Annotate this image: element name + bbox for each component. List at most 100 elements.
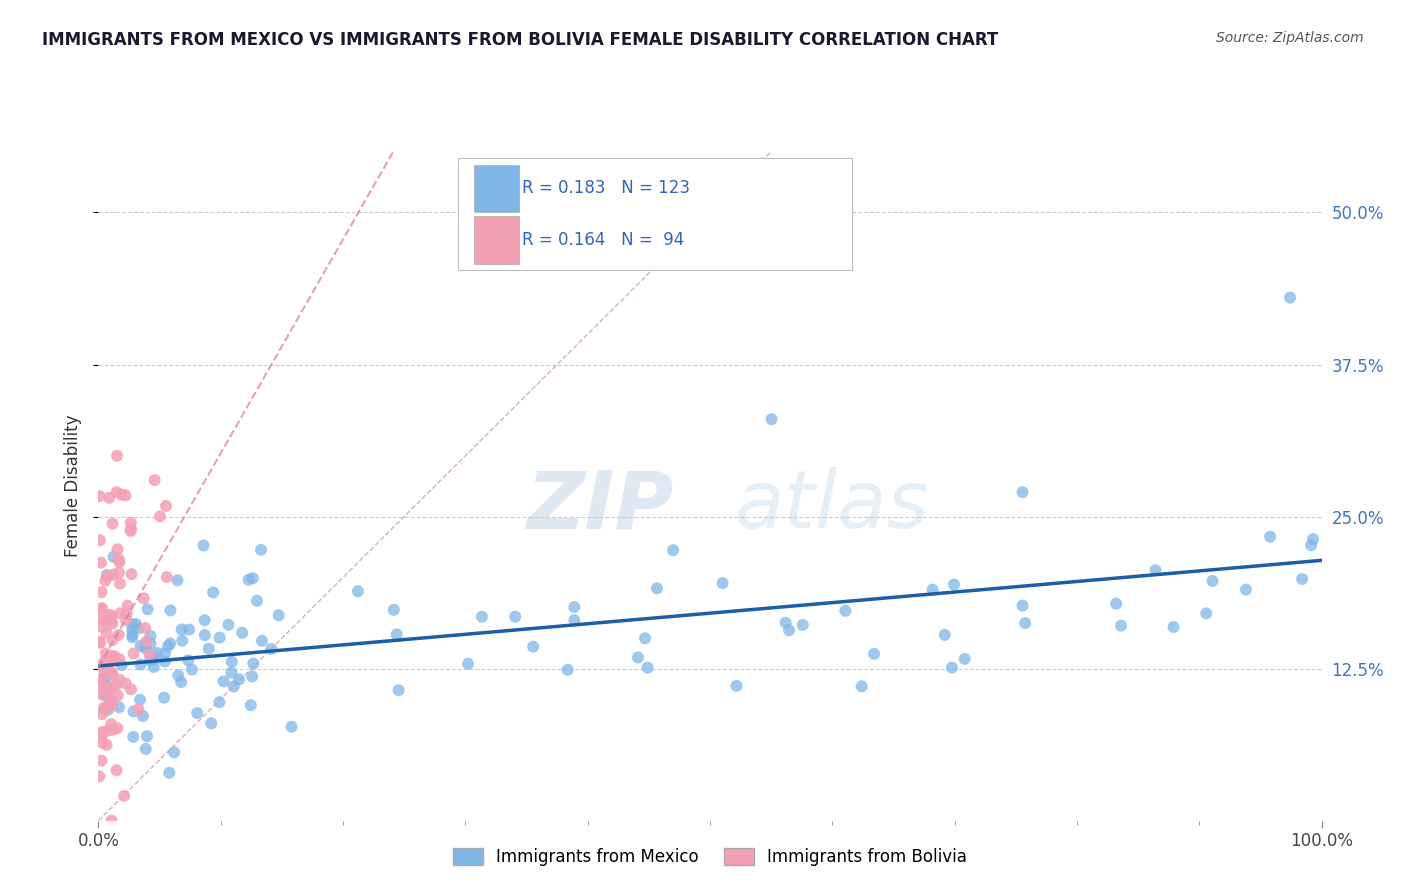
Point <box>163 745 186 759</box>
Point <box>941 660 963 674</box>
Point <box>135 634 157 648</box>
Point <box>387 683 409 698</box>
Point <box>90 606 112 620</box>
Point <box>96 569 118 583</box>
Point <box>562 600 585 615</box>
Point <box>100 614 122 628</box>
Point <box>101 633 124 648</box>
Point <box>127 622 149 636</box>
Point <box>121 630 143 644</box>
Point <box>208 695 231 709</box>
Point <box>142 660 165 674</box>
Point <box>934 628 956 642</box>
Point <box>557 663 579 677</box>
Point <box>97 723 120 738</box>
Point <box>627 650 650 665</box>
Point <box>217 617 239 632</box>
Point <box>129 639 152 653</box>
Point <box>103 567 125 582</box>
Point <box>89 636 111 650</box>
Point <box>114 676 136 690</box>
Point <box>142 652 165 666</box>
Point <box>91 736 114 750</box>
Point <box>200 716 222 731</box>
Point <box>246 594 269 608</box>
Point <box>115 613 138 627</box>
Point <box>122 730 145 744</box>
Point <box>108 555 131 569</box>
Point <box>100 692 122 706</box>
Point <box>93 676 115 690</box>
Point <box>108 673 131 687</box>
Point <box>260 642 283 657</box>
Point <box>91 725 114 739</box>
Point <box>89 769 111 783</box>
Point <box>89 673 111 687</box>
Point <box>93 613 115 627</box>
Point <box>105 764 128 778</box>
Point <box>267 608 290 623</box>
Point <box>111 488 134 502</box>
Point <box>101 665 124 680</box>
Text: IMMIGRANTS FROM MEXICO VS IMMIGRANTS FROM BOLIVIA FEMALE DISABILITY CORRELATION : IMMIGRANTS FROM MEXICO VS IMMIGRANTS FRO… <box>42 31 998 49</box>
Point <box>89 659 111 673</box>
Point <box>347 584 370 599</box>
Point <box>101 667 124 681</box>
Point <box>96 611 118 625</box>
Point <box>89 634 111 648</box>
Point <box>89 602 111 616</box>
Point <box>221 655 243 669</box>
Point <box>94 673 117 688</box>
Point <box>564 613 586 627</box>
Point <box>100 649 122 664</box>
Point <box>94 647 117 661</box>
Point <box>104 649 127 664</box>
Point <box>90 556 112 570</box>
Point <box>90 754 112 768</box>
Point <box>98 607 121 622</box>
Point <box>90 619 112 633</box>
Point <box>110 657 132 672</box>
Point <box>132 709 155 723</box>
Point <box>136 602 159 616</box>
Point <box>851 679 873 693</box>
Point <box>93 700 115 714</box>
Point <box>94 654 117 668</box>
Point <box>134 641 156 656</box>
Point <box>711 576 734 591</box>
Point <box>242 571 264 585</box>
Point <box>101 723 124 737</box>
Point <box>103 549 125 564</box>
Point <box>105 721 128 735</box>
Point <box>775 615 797 630</box>
Point <box>101 616 124 631</box>
Point <box>1234 582 1257 597</box>
Point <box>725 679 748 693</box>
Text: ZIP: ZIP <box>526 467 673 545</box>
Point <box>97 685 120 699</box>
Point <box>105 678 128 692</box>
Point <box>121 567 143 582</box>
Point <box>138 648 160 662</box>
Point <box>105 449 128 463</box>
Point <box>1301 538 1323 552</box>
Point <box>239 698 262 713</box>
Point <box>250 542 273 557</box>
Point <box>96 681 118 696</box>
Point <box>242 657 264 671</box>
Point <box>153 655 176 669</box>
Point <box>280 720 302 734</box>
Point <box>1163 620 1185 634</box>
Point <box>834 604 856 618</box>
Point <box>90 688 112 702</box>
Point <box>121 628 143 642</box>
Point <box>146 646 169 660</box>
Point <box>942 577 965 591</box>
Point <box>382 603 405 617</box>
Point <box>208 631 231 645</box>
Point <box>91 601 114 615</box>
Point <box>1144 563 1167 577</box>
Point <box>238 573 260 587</box>
Point <box>108 566 131 580</box>
Point <box>114 488 136 502</box>
